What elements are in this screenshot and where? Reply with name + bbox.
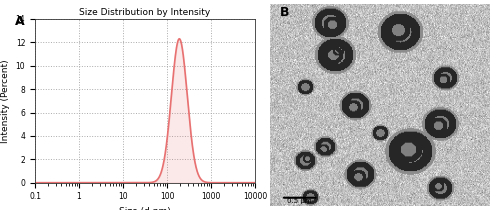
Title: Size Distribution by Intensity: Size Distribution by Intensity	[80, 8, 210, 17]
X-axis label: Size (d.nm): Size (d.nm)	[119, 207, 171, 210]
Y-axis label: Intensity (Percent): Intensity (Percent)	[1, 59, 10, 143]
Text: B: B	[280, 6, 289, 19]
Text: A: A	[15, 15, 24, 28]
Text: 0.5 μm: 0.5 μm	[288, 198, 312, 204]
